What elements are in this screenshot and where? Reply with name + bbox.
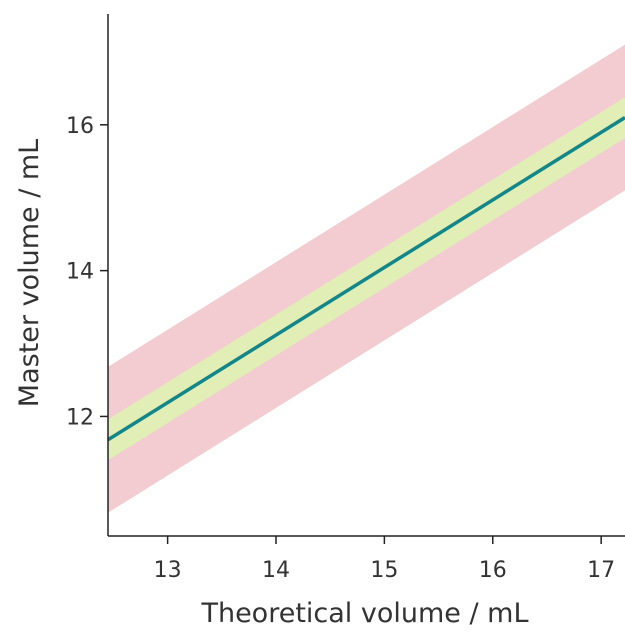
x-tick-label: 17: [587, 558, 615, 583]
x-tick-label: 13: [154, 558, 182, 583]
y-tick-label: 16: [66, 114, 94, 139]
tick-labels: 13 14 15 16 17 12 14 16: [66, 114, 615, 583]
series-line: [107, 116, 625, 442]
x-tick-label: 15: [370, 558, 398, 583]
x-axis-title: Theoretical volume / mL: [200, 598, 528, 629]
series-lines: [107, 116, 625, 442]
x-tick-label: 16: [479, 558, 507, 583]
x-tick-label: 14: [262, 558, 290, 583]
axes: [107, 14, 625, 537]
y-tick-label: 14: [66, 260, 94, 285]
y-axis-title: Master volume / mL: [14, 139, 45, 407]
y-tick-label: 12: [66, 405, 94, 430]
tick-marks: [100, 124, 602, 544]
